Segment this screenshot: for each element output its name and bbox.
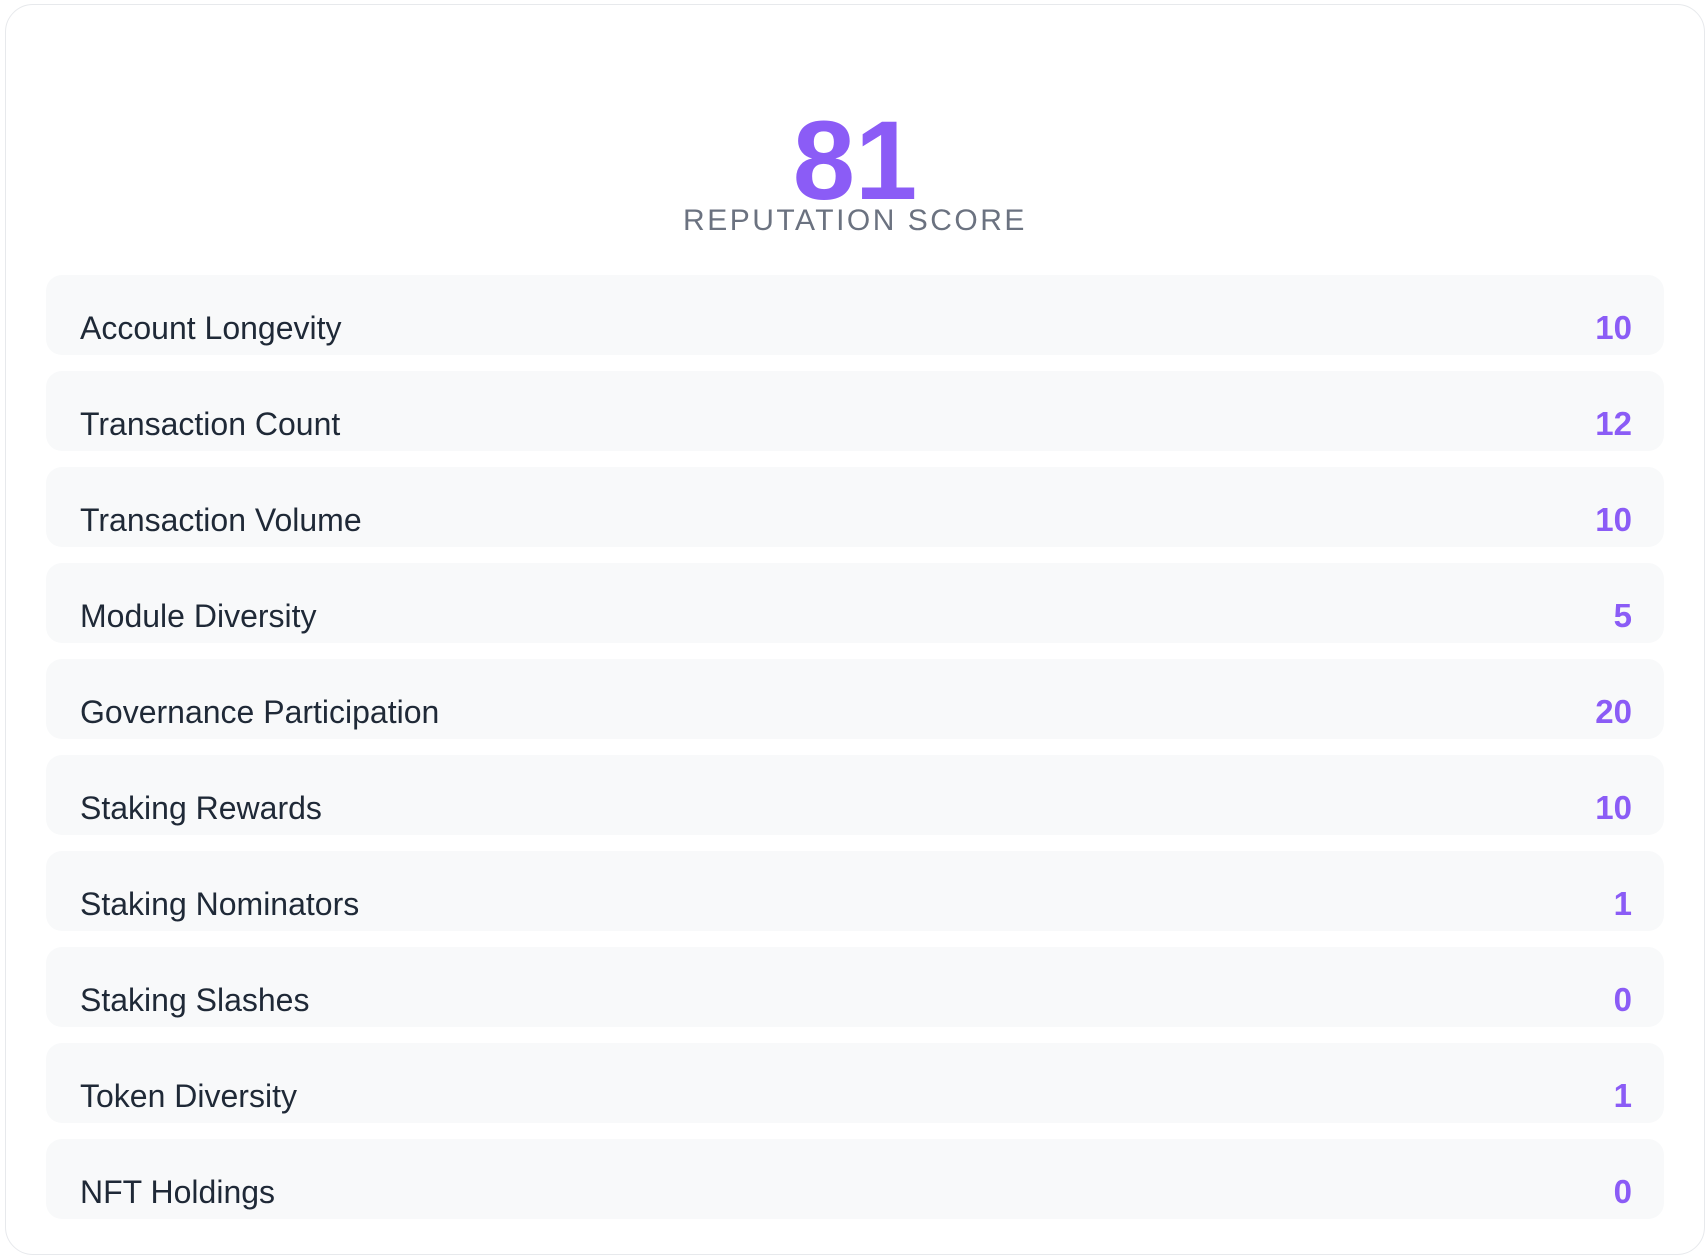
metric-label: Module Diversity	[80, 597, 317, 634]
metric-row: Account Longevity 10	[46, 275, 1664, 355]
metric-label: Staking Slashes	[80, 981, 310, 1018]
metric-row: Module Diversity 5	[46, 563, 1664, 643]
score-section: 81 REPUTATION SCORE	[46, 5, 1664, 239]
metric-value: 1	[1613, 885, 1632, 922]
metric-value: 1	[1613, 1077, 1632, 1114]
metric-label: Staking Rewards	[80, 789, 322, 826]
metric-label: NFT Holdings	[80, 1173, 276, 1210]
reputation-score-label: REPUTATION SCORE	[683, 204, 1027, 237]
metric-value: 10	[1595, 309, 1632, 346]
reputation-card: 81 REPUTATION SCORE Account Longevity 10…	[5, 4, 1705, 1255]
metric-label: Token Diversity	[80, 1077, 297, 1114]
metric-label: Transaction Volume	[80, 501, 362, 538]
metric-value: 20	[1595, 693, 1632, 730]
metric-label: Transaction Count	[80, 405, 341, 442]
metric-row: Staking Rewards 10	[46, 755, 1664, 835]
metric-label: Account Longevity	[80, 309, 342, 346]
metric-value: 10	[1595, 501, 1632, 538]
metric-row: Governance Participation 20	[46, 659, 1664, 739]
metric-value: 10	[1595, 789, 1632, 826]
metric-value: 0	[1613, 1173, 1632, 1210]
metric-label: Governance Participation	[80, 693, 440, 730]
metric-row: Token Diversity 1	[46, 1043, 1664, 1123]
metrics-list: Account Longevity 10 Transaction Count 1…	[46, 275, 1664, 1219]
metric-value: 12	[1595, 405, 1632, 442]
metric-row: Staking Slashes 0	[46, 947, 1664, 1027]
metric-value: 0	[1613, 981, 1632, 1018]
metric-label: Staking Nominators	[80, 885, 360, 922]
metric-row: Transaction Volume 10	[46, 467, 1664, 547]
metric-value: 5	[1613, 597, 1632, 634]
metric-row: Transaction Count 12	[46, 371, 1664, 451]
metric-row: NFT Holdings 0	[46, 1139, 1664, 1219]
metric-row: Staking Nominators 1	[46, 851, 1664, 931]
reputation-score-value: 81	[792, 98, 918, 223]
